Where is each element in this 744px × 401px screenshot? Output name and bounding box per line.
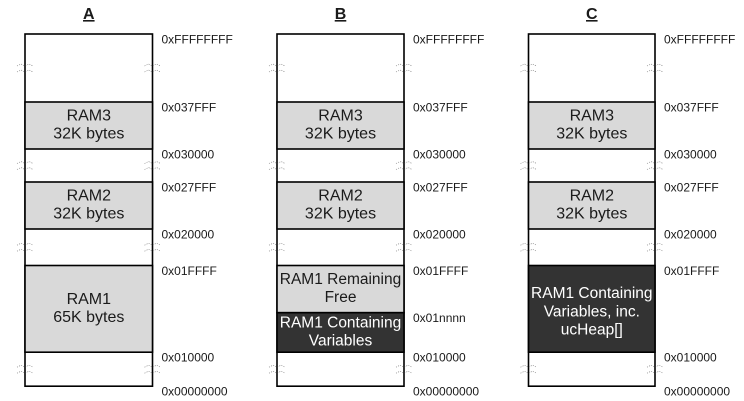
svg-text:0x00000000: 0x00000000 — [413, 385, 479, 399]
svg-text:0x020000: 0x020000 — [162, 228, 215, 242]
svg-text:RAM2: RAM2 — [570, 188, 615, 205]
svg-text:0x020000: 0x020000 — [413, 228, 466, 242]
svg-text:RAM3: RAM3 — [318, 108, 363, 125]
svg-text:0x01FFFF: 0x01FFFF — [664, 264, 719, 278]
svg-text:0x00000000: 0x00000000 — [664, 385, 730, 399]
svg-text:0x030000: 0x030000 — [162, 148, 215, 162]
svg-text:0x037FFF: 0x037FFF — [413, 101, 468, 115]
svg-text:RAM1 Containing: RAM1 Containing — [531, 285, 652, 302]
svg-text:65K bytes: 65K bytes — [53, 309, 124, 326]
svg-text:32K bytes: 32K bytes — [305, 126, 376, 143]
svg-text:0x027FFF: 0x027FFF — [664, 181, 719, 195]
svg-text:0x037FFF: 0x037FFF — [664, 101, 719, 115]
svg-text:0x010000: 0x010000 — [413, 351, 466, 365]
svg-text:C: C — [586, 6, 598, 23]
svg-text:0x01FFFF: 0x01FFFF — [162, 264, 217, 278]
svg-text:RAM3: RAM3 — [67, 108, 112, 125]
svg-text:RAM1 Remaining: RAM1 Remaining — [280, 271, 401, 288]
svg-text:A: A — [83, 6, 95, 23]
svg-text:ucHeap[]: ucHeap[] — [561, 321, 623, 338]
svg-text:32K bytes: 32K bytes — [556, 206, 627, 223]
svg-text:0x020000: 0x020000 — [664, 228, 717, 242]
svg-text:B: B — [335, 6, 347, 23]
svg-text:0xFFFFFFFF: 0xFFFFFFFF — [162, 33, 233, 47]
svg-text:0x01nnnn: 0x01nnnn — [413, 311, 466, 325]
svg-text:0x01FFFF: 0x01FFFF — [413, 264, 468, 278]
svg-text:Variables: Variables — [309, 332, 373, 349]
svg-text:32K bytes: 32K bytes — [53, 206, 124, 223]
svg-text:0x030000: 0x030000 — [413, 148, 466, 162]
svg-text:32K bytes: 32K bytes — [556, 126, 627, 143]
svg-text:0xFFFFFFFF: 0xFFFFFFFF — [413, 33, 484, 47]
svg-text:0x027FFF: 0x027FFF — [162, 181, 217, 195]
svg-text:Free: Free — [325, 289, 357, 306]
svg-text:0x00000000: 0x00000000 — [162, 385, 228, 399]
svg-text:RAM1 Containing: RAM1 Containing — [280, 314, 401, 331]
svg-text:RAM2: RAM2 — [318, 188, 363, 205]
svg-text:RAM1: RAM1 — [67, 291, 112, 308]
svg-text:RAM3: RAM3 — [570, 108, 615, 125]
svg-text:0x030000: 0x030000 — [664, 148, 717, 162]
svg-text:Variables, inc.: Variables, inc. — [544, 303, 640, 320]
svg-text:0x027FFF: 0x027FFF — [413, 181, 468, 195]
svg-text:32K bytes: 32K bytes — [305, 206, 376, 223]
svg-text:0x010000: 0x010000 — [162, 351, 215, 365]
svg-text:RAM2: RAM2 — [67, 188, 112, 205]
svg-text:0x037FFF: 0x037FFF — [162, 101, 217, 115]
svg-text:0xFFFFFFFF: 0xFFFFFFFF — [664, 33, 735, 47]
svg-text:0x010000: 0x010000 — [664, 351, 717, 365]
svg-text:32K bytes: 32K bytes — [53, 126, 124, 143]
